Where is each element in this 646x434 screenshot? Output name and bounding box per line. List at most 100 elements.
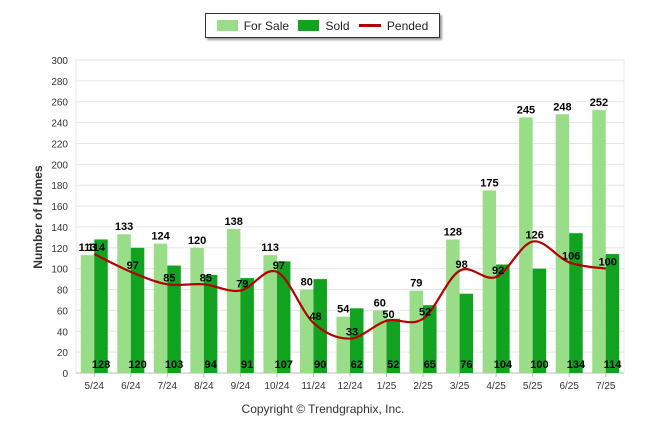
data-label-pended: 50 — [382, 309, 394, 321]
data-label-for-sale: 138 — [224, 216, 242, 228]
x-tick-label: 5/24 — [85, 381, 105, 392]
bar-sold — [276, 261, 291, 373]
bar-for-sale — [190, 247, 204, 373]
data-label-sold: 94 — [204, 359, 217, 371]
x-tick-label: 11/24 — [301, 381, 326, 392]
data-label-for-sale: 113 — [79, 242, 97, 254]
y-tick-label: 240 — [51, 119, 68, 130]
data-label-pended: 33 — [346, 327, 358, 339]
data-label-for-sale: 133 — [115, 221, 133, 233]
data-label-for-sale: 113 — [261, 242, 279, 254]
data-label-for-sale: 124 — [151, 231, 170, 243]
bar-for-sale — [482, 190, 497, 373]
y-axis-label: Number of Homes — [31, 165, 45, 269]
y-tick-label: 60 — [57, 306, 69, 317]
data-label-sold: 91 — [241, 359, 253, 371]
legend-label-sold: Sold — [325, 18, 350, 33]
bar-sold — [350, 308, 364, 373]
data-label-for-sale: 248 — [553, 101, 571, 113]
bar-sold — [167, 265, 181, 373]
bar-sold — [203, 274, 218, 373]
data-label-sold: 114 — [604, 359, 623, 371]
bar-for-sale — [263, 255, 277, 373]
legend-swatch-sold — [298, 20, 320, 31]
x-tick-label: 12/24 — [337, 381, 362, 392]
data-label-pended: 100 — [599, 257, 617, 269]
data-label-pended: 97 — [273, 260, 285, 272]
data-label-pended: 52 — [419, 307, 431, 319]
data-label-sold: 103 — [165, 359, 183, 371]
x-tick-label: 4/25 — [486, 381, 506, 392]
data-label-for-sale: 80 — [301, 277, 313, 289]
bar-for-sale — [409, 290, 424, 373]
bar-sold — [240, 278, 254, 373]
bar-sold — [94, 239, 108, 373]
data-label-for-sale: 175 — [480, 177, 498, 189]
y-tick-label: 80 — [57, 286, 69, 297]
y-tick-label: 20 — [57, 348, 69, 359]
legend-swatch-pended — [358, 24, 381, 27]
y-tick-label: 160 — [51, 202, 68, 213]
bar-for-sale — [153, 243, 168, 373]
x-tick-label: 1/25 — [377, 381, 397, 392]
data-label-for-sale: 54 — [337, 304, 350, 316]
y-tick-label: 180 — [51, 181, 68, 192]
data-label-sold: 90 — [314, 359, 326, 371]
x-tick-label: 8/24 — [194, 381, 214, 392]
bar-for-sale — [336, 316, 350, 373]
y-tick-label: 120 — [51, 244, 68, 255]
bar-sold — [605, 254, 620, 373]
x-tick-label: 2/25 — [413, 381, 433, 392]
y-tick-label: 280 — [51, 77, 68, 88]
x-tick-label: 7/25 — [596, 381, 616, 392]
x-tick-label: 5/25 — [523, 381, 543, 392]
bar-sold — [130, 247, 145, 373]
y-tick-label: 0 — [62, 369, 68, 380]
y-tick-label: 220 — [51, 139, 68, 150]
data-label-pended: 97 — [127, 260, 139, 272]
legend-label-for-sale: For Sale — [243, 18, 290, 33]
legend-item-for-sale: For Sale — [216, 18, 290, 33]
pended-line — [93, 240, 606, 340]
data-label-pended: 85 — [163, 272, 175, 284]
data-label-sold: 76 — [460, 359, 472, 371]
bar-for-sale — [80, 255, 95, 373]
bar-for-sale — [117, 234, 131, 373]
data-label-pended: 85 — [200, 272, 212, 284]
legend: For Sale Sold Pended — [205, 13, 440, 38]
bar-sold — [532, 268, 547, 373]
y-tick-label: 100 — [51, 265, 68, 276]
data-label-sold: 128 — [92, 359, 110, 371]
data-label-for-sale: 120 — [188, 235, 206, 247]
bar-sold — [313, 279, 327, 373]
data-label-for-sale: 79 — [410, 278, 422, 290]
y-tick-label: 300 — [51, 56, 68, 67]
legend-label-pended: Pended — [386, 18, 429, 33]
data-label-for-sale: 252 — [590, 97, 608, 109]
y-tick-label: 140 — [51, 223, 68, 234]
data-label-pended: 114 — [87, 242, 106, 254]
x-tick-label: 3/25 — [450, 381, 470, 392]
data-label-sold: 134 — [567, 359, 586, 371]
bar-sold — [569, 233, 583, 373]
legend-swatch-for-sale — [216, 20, 238, 31]
data-label-for-sale: 60 — [374, 297, 386, 309]
data-label-pended: 98 — [455, 259, 467, 271]
y-tick-label: 260 — [51, 98, 68, 109]
data-label-sold: 104 — [494, 359, 513, 371]
x-tick-label: 6/25 — [559, 381, 579, 392]
x-tick-label: 9/24 — [231, 381, 251, 392]
x-tick-label: 6/24 — [121, 381, 141, 392]
data-label-sold: 65 — [424, 359, 436, 371]
bar-sold — [423, 305, 437, 373]
data-label-pended: 126 — [525, 230, 543, 242]
data-label-sold: 52 — [387, 359, 399, 371]
bar-sold — [459, 293, 474, 373]
data-label-sold: 100 — [530, 359, 548, 371]
data-label-sold: 62 — [351, 359, 363, 371]
data-label-for-sale: 128 — [444, 226, 462, 238]
bar-sold — [496, 264, 510, 373]
data-label-pended: 79 — [236, 279, 248, 291]
bar-sold — [386, 318, 401, 373]
